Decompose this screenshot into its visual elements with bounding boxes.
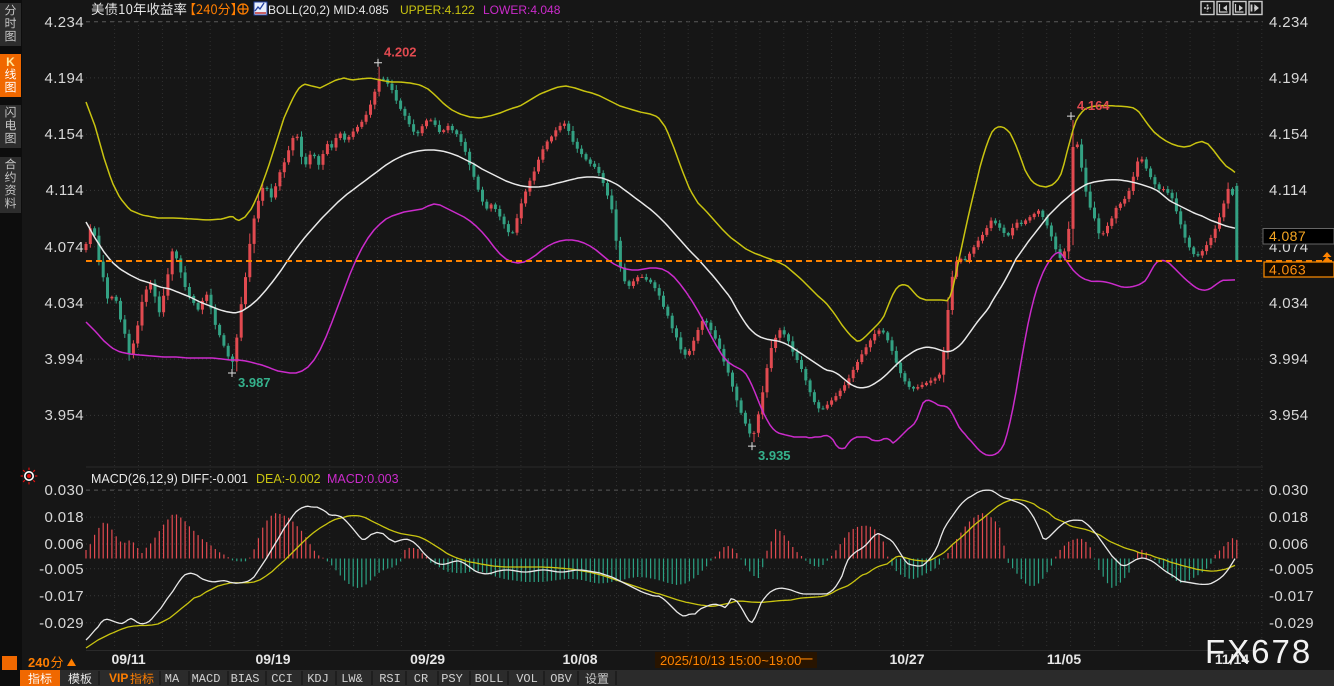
svg-text:09/19: 09/19 <box>255 651 290 667</box>
svg-text:LOWER:4.048: LOWER:4.048 <box>483 3 561 17</box>
svg-text:4.063: 4.063 <box>1269 262 1306 278</box>
svg-text:4.114: 4.114 <box>46 182 84 199</box>
svg-text:BIAS: BIAS <box>231 672 260 686</box>
svg-text:0.018: 0.018 <box>1269 509 1309 526</box>
svg-text:3.994: 3.994 <box>1269 351 1309 368</box>
svg-text:0.030: 0.030 <box>1269 482 1309 499</box>
svg-text:4.154: 4.154 <box>1269 126 1309 143</box>
svg-text:-0.005: -0.005 <box>39 561 84 578</box>
svg-text:3.954: 3.954 <box>44 407 84 424</box>
svg-text:RSI: RSI <box>379 672 401 686</box>
svg-text:VIP: VIP <box>109 671 128 685</box>
svg-text:0.006: 0.006 <box>1269 536 1309 553</box>
svg-text:4.234: 4.234 <box>44 14 84 31</box>
svg-text:240: 240 <box>28 655 50 670</box>
svg-text:4.154: 4.154 <box>44 126 84 143</box>
svg-text:10/08: 10/08 <box>562 651 597 667</box>
svg-text:4.034: 4.034 <box>44 295 84 312</box>
svg-text:10/27: 10/27 <box>889 651 924 667</box>
svg-text:11/14: 11/14 <box>1215 651 1249 667</box>
svg-text:MACD:0.003: MACD:0.003 <box>327 472 399 486</box>
svg-text:11/05: 11/05 <box>1047 651 1081 667</box>
svg-text:3.954: 3.954 <box>1269 407 1309 424</box>
svg-text:MACD(26,12,9) DIFF:-0.001: MACD(26,12,9) DIFF:-0.001 <box>91 472 248 486</box>
svg-text:BOLL(20,2) MID:4.085: BOLL(20,2) MID:4.085 <box>268 3 389 17</box>
svg-text:K: K <box>6 55 15 69</box>
svg-text:UPPER:4.122: UPPER:4.122 <box>400 3 475 17</box>
svg-text:-0.017: -0.017 <box>39 588 84 605</box>
svg-text:4.114: 4.114 <box>1269 182 1307 199</box>
svg-text:0.018: 0.018 <box>44 509 84 526</box>
svg-text:FX678: FX678 <box>1205 633 1312 670</box>
svg-text:4.194: 4.194 <box>44 70 84 87</box>
svg-text:-0.029: -0.029 <box>39 615 84 632</box>
svg-text:4.194: 4.194 <box>1269 70 1309 87</box>
svg-text:MACD: MACD <box>192 672 221 686</box>
svg-text:2025/10/13 15:00~19:00: 2025/10/13 15:00~19:00 <box>660 653 801 668</box>
svg-text:OBV: OBV <box>550 672 572 686</box>
svg-text:MA: MA <box>165 672 180 686</box>
svg-text:-0.017: -0.017 <box>1269 588 1314 605</box>
svg-text:4.087: 4.087 <box>1269 228 1306 244</box>
svg-text:PSY: PSY <box>441 672 463 686</box>
svg-text:09/11: 09/11 <box>111 651 145 667</box>
svg-text:CR: CR <box>414 672 428 686</box>
svg-text:3.994: 3.994 <box>44 351 84 368</box>
svg-text:4.234: 4.234 <box>1269 14 1309 31</box>
svg-text:CCI: CCI <box>271 672 293 686</box>
svg-text:DEA:-0.002: DEA:-0.002 <box>256 472 321 486</box>
svg-text:KDJ: KDJ <box>307 672 329 686</box>
svg-text:0.030: 0.030 <box>44 482 84 499</box>
svg-text:4.164: 4.164 <box>1077 98 1110 113</box>
svg-text:BOLL: BOLL <box>475 672 504 686</box>
svg-text:0.006: 0.006 <box>44 536 84 553</box>
svg-text:3.987: 3.987 <box>238 375 271 390</box>
svg-text:4.034: 4.034 <box>1269 295 1309 312</box>
svg-text:-0.029: -0.029 <box>1269 615 1314 632</box>
svg-text:09/29: 09/29 <box>410 651 445 667</box>
svg-text:LW&: LW& <box>341 672 363 686</box>
svg-text:4.202: 4.202 <box>384 45 417 60</box>
svg-text:-0.005: -0.005 <box>1269 561 1314 578</box>
svg-text:3.935: 3.935 <box>758 448 791 463</box>
svg-text:VOL: VOL <box>516 672 538 686</box>
svg-text:4.074: 4.074 <box>44 239 84 256</box>
